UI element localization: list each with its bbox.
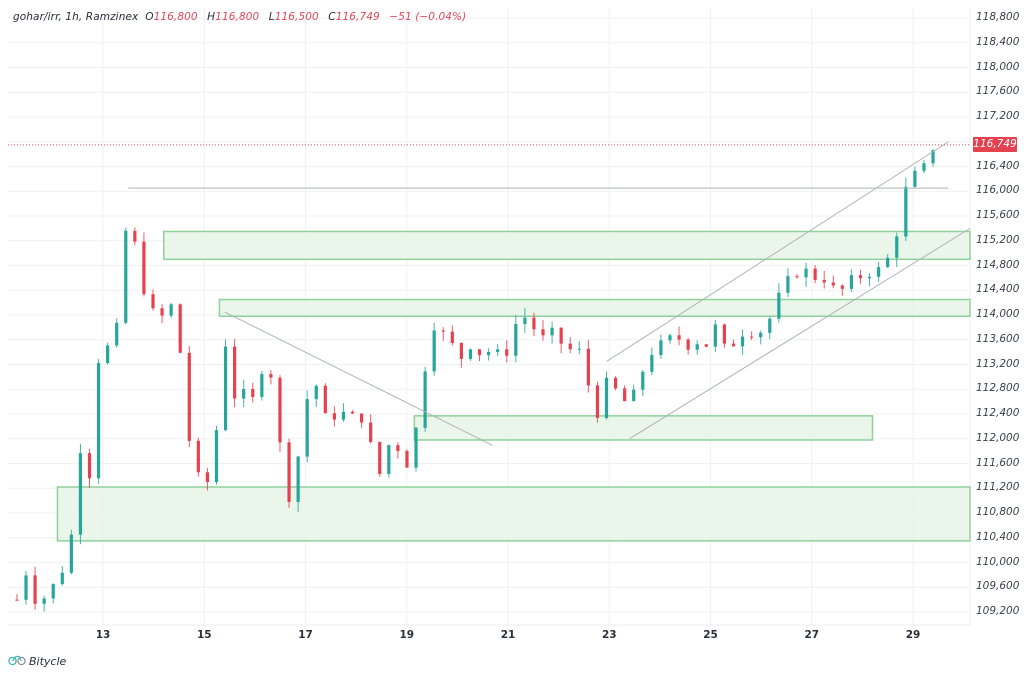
price-tick-label: 118,000 [976,60,1020,73]
price-tick-label: 115,200 [976,233,1020,246]
channel-upper[interactable] [606,141,949,362]
price-tick-label: 114,000 [976,308,1020,320]
candles [15,149,935,612]
time-tick-label: 15 [196,629,212,641]
price-tick-label: 113,200 [976,357,1020,370]
low-value: 116,500 [274,11,319,23]
price-tick-label: 114,400 [976,283,1020,296]
price-tick-label: 116,000 [976,184,1020,197]
time-tick-label: 17 [298,629,313,641]
high-label: H [207,11,216,23]
time-tick-label: 19 [399,629,415,641]
low-label: L [268,11,275,23]
time-tick-label: 23 [601,629,617,641]
price-tick-label: 112,000 [976,431,1020,444]
price-tick-label: 109,200 [976,605,1020,617]
bicycle-icon [8,654,26,669]
price-tick-label: 110,400 [976,530,1020,543]
brand-name: Bitycle [29,655,67,668]
ohlc-legend: gohar/irr, 1h, Ramzinex O116,800 H116,80… [13,11,466,23]
time-tick-label: 29 [905,629,921,641]
open-label: O [145,11,154,23]
time-tick-label: 13 [95,629,111,641]
time-tick-label: 25 [703,629,718,641]
zone-d[interactable] [56,486,971,542]
open-value: 116,800 [153,11,198,23]
descending-trendline[interactable] [224,311,494,447]
price-tick-label: 110,000 [976,555,1020,568]
close-label: C [328,11,336,23]
time-tick-label: 27 [804,629,820,641]
price-tick-label: 113,600 [976,332,1020,345]
price-tick-label: 110,800 [976,506,1020,518]
time-tick-label: 21 [500,629,516,641]
symbol-label: gohar/irr, 1h, Ramzinex [13,11,139,23]
price-tick-label: 112,400 [976,407,1020,419]
price-tick-label: 114,800 [976,258,1020,271]
zone-c[interactable] [413,415,874,441]
brand-logo: Bitycle [8,654,66,669]
last-price-tag: 116,749 [973,137,1017,153]
price-tick-label: 112,800 [976,382,1020,395]
zone-b[interactable] [218,298,971,317]
high-value: 116,800 [215,11,260,23]
change-value: −51 (−0.04%) [389,11,467,23]
price-tick-label: 111,200 [976,481,1020,494]
price-tick-label: 109,600 [976,580,1020,593]
price-tick-label: 118,800 [976,11,1020,23]
price-tick-label: 117,600 [976,85,1020,98]
price-tick-label: 117,200 [976,110,1020,122]
price-tick-label: 116,400 [976,159,1020,172]
close-value: 116,749 [335,11,380,23]
price-tick-label: 118,400 [976,35,1020,48]
price-tick-label: 115,600 [976,209,1020,221]
zone-a[interactable] [163,230,971,261]
price-tick-label: 111,600 [976,456,1020,469]
channel-lower[interactable] [629,227,971,440]
